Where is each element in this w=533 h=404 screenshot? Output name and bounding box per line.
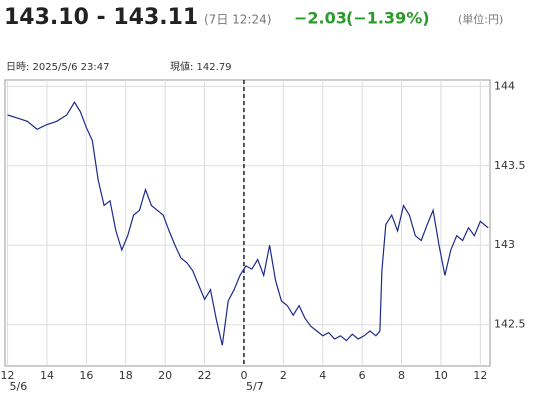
x-tick-label: 2 bbox=[280, 369, 287, 382]
x-tick-label: 0 bbox=[240, 369, 247, 382]
y-tick-label: 144 bbox=[494, 79, 515, 92]
quote: 143.10 - 143.11 bbox=[4, 5, 198, 30]
change-pct: (−1.39%) bbox=[346, 9, 430, 28]
quote-time: (7日 12:24) bbox=[204, 13, 271, 27]
x-tick-label: 8 bbox=[398, 369, 405, 382]
x-tick-label: 20 bbox=[158, 369, 172, 382]
cursor-time: 日時: 2025/5/6 23:47 bbox=[6, 61, 109, 73]
cursor-value: 現値: 142.79 bbox=[170, 60, 232, 73]
date-label: 5/6 bbox=[10, 380, 28, 393]
plot-frame bbox=[4, 79, 491, 367]
y-tick-label: 142.5 bbox=[494, 318, 526, 331]
x-tick-label: 16 bbox=[79, 369, 93, 382]
y-tick-label: 143 bbox=[494, 238, 515, 251]
change: −2.03 bbox=[294, 9, 347, 28]
price-line bbox=[7, 101, 489, 346]
x-tick-label: 4 bbox=[319, 369, 326, 382]
x-tick-label: 6 bbox=[359, 369, 366, 382]
x-tick-label: 12 bbox=[473, 369, 487, 382]
y-tick-label: 143.5 bbox=[494, 159, 526, 172]
x-tick-label: 10 bbox=[434, 369, 448, 382]
x-tick-label: 22 bbox=[198, 369, 212, 382]
x-tick-label: 14 bbox=[40, 369, 54, 382]
x-tick-label: 12 bbox=[1, 369, 15, 382]
x-tick-label: 18 bbox=[119, 369, 133, 382]
unit: (単位:円) bbox=[458, 12, 503, 26]
date-label: 5/7 bbox=[246, 380, 264, 393]
